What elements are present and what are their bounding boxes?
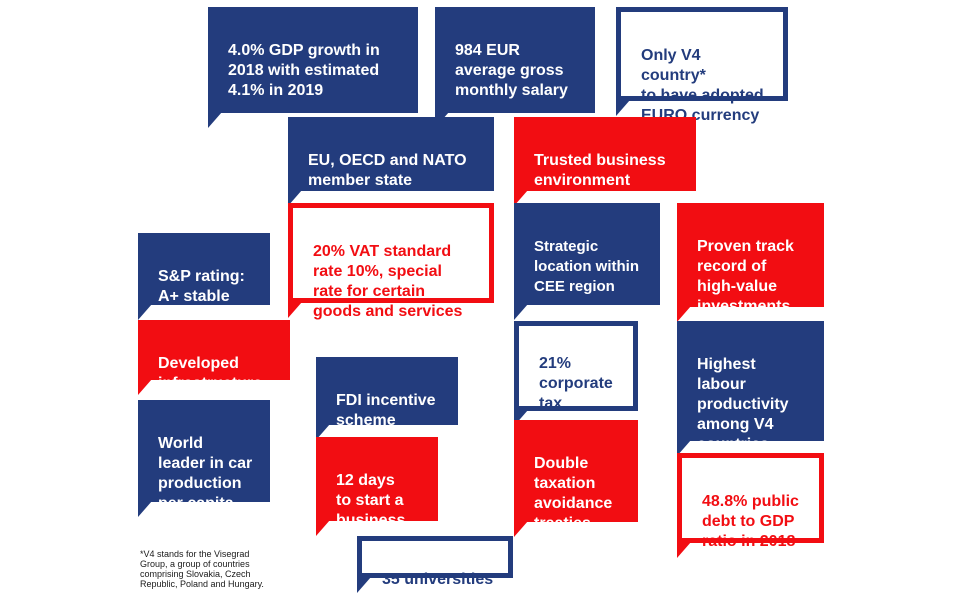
- infrastructure-text: Developed infrastructure: [158, 355, 263, 392]
- labour-productivity-text: Highest labour productivity among V4 cou…: [697, 356, 789, 453]
- corporate-tax-bubble: 21% corporate tax: [514, 321, 638, 426]
- proven-track-record-text: Proven track record of high-value invest…: [697, 238, 794, 315]
- corporate-tax-text: 21% corporate tax: [539, 355, 613, 412]
- public-debt-text: 48.8% public debt to GDP ratio in 2018: [702, 493, 799, 550]
- start-business-text: 12 days to start a business: [336, 472, 406, 529]
- trusted-business-text: Trusted business environment: [534, 152, 666, 189]
- vat-rate-bubble: 20% VAT standard rate 10%, special rate …: [288, 203, 494, 320]
- car-production-text: World leader in car production per capit…: [158, 435, 253, 512]
- v4-footnote: *V4 stands for the Visegrad Group, a gro…: [140, 549, 264, 589]
- vat-rate-text: 20% VAT standard rate 10%, special rate …: [313, 243, 463, 320]
- eu-oecd-nato-bubble: EU, OECD and NATO member state: [288, 117, 494, 206]
- sp-rating-bubble: S&P rating: A+ stable: [138, 233, 270, 320]
- fdi-incentive-bubble: FDI incentive scheme: [316, 357, 458, 440]
- universities-bubble: 35 universities: [357, 536, 513, 593]
- double-taxation-text: Double taxation avoidance treaties: [534, 455, 613, 532]
- eu-oecd-nato-text: EU, OECD and NATO member state: [308, 152, 467, 189]
- trusted-business-bubble: Trusted business environment: [514, 117, 696, 206]
- strategic-location-bubble: Strategic location within CEE region: [514, 203, 660, 320]
- salary-text: 984 EUR average gross monthly salary: [455, 42, 568, 99]
- car-production-bubble: World leader in car production per capit…: [138, 400, 270, 517]
- start-business-bubble: 12 days to start a business: [316, 437, 438, 536]
- infrastructure-bubble: Developed infrastructure: [138, 320, 290, 395]
- strategic-location-text: Strategic location within CEE region: [534, 238, 639, 295]
- gdp-growth-text: 4.0% GDP growth in 2018 with estimated 4…: [228, 42, 380, 99]
- public-debt-bubble: 48.8% public debt to GDP ratio in 2018: [677, 453, 824, 558]
- fdi-incentive-text: FDI incentive scheme: [336, 392, 436, 429]
- salary-bubble: 984 EUR average gross monthly salary: [435, 7, 595, 128]
- euro-currency-text: Only V4 country* to have adopted EURO cu…: [641, 47, 764, 124]
- labour-productivity-bubble: Highest labour productivity among V4 cou…: [677, 321, 824, 456]
- double-taxation-bubble: Double taxation avoidance treaties: [514, 420, 638, 537]
- gdp-growth-bubble: 4.0% GDP growth in 2018 with estimated 4…: [208, 7, 418, 128]
- universities-text: 35 universities: [382, 571, 494, 588]
- euro-currency-bubble: Only V4 country* to have adopted EURO cu…: [616, 7, 788, 124]
- proven-track-record-bubble: Proven track record of high-value invest…: [677, 203, 824, 322]
- sp-rating-text: S&P rating: A+ stable: [158, 268, 245, 305]
